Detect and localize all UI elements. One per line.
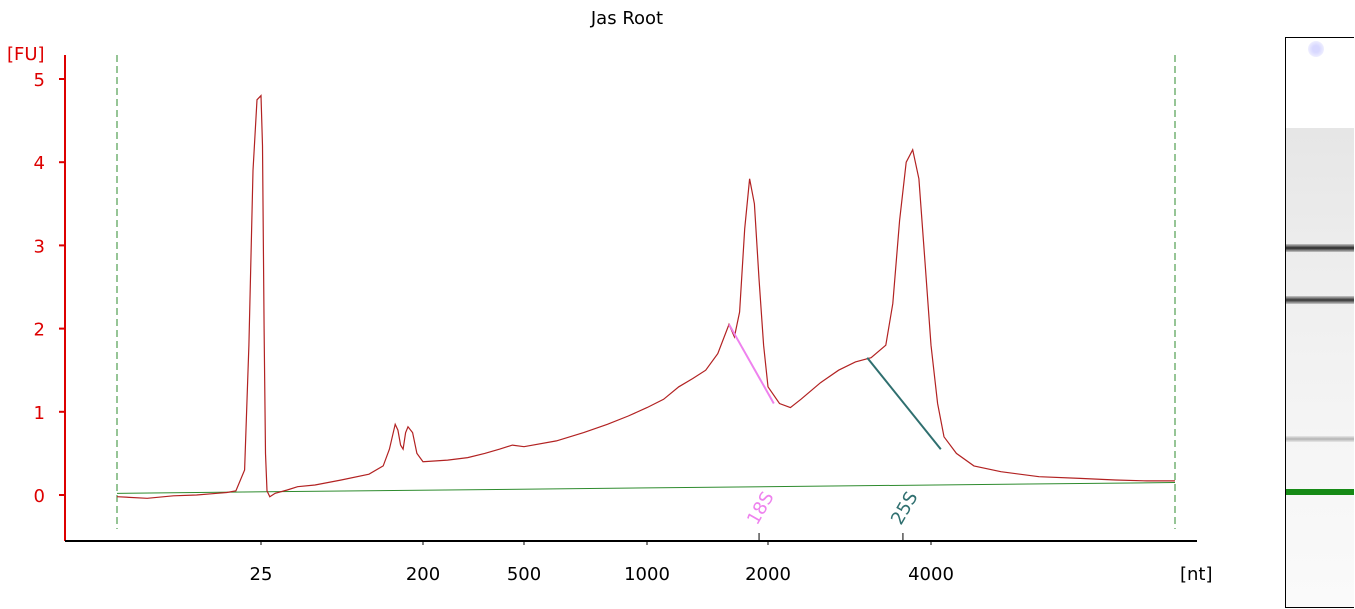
x-tick-label: 200: [406, 564, 440, 585]
x-axis-unit-label: [nt]: [1180, 564, 1213, 585]
y-tick-label: 2: [34, 320, 45, 341]
chart-axes: 0 1 2 3 4 5 25 200 500 1000 2000 4000: [34, 55, 1197, 585]
y-tick-label: 5: [34, 70, 45, 91]
y-tick-label: 1: [34, 403, 45, 424]
gel-lane: [1286, 128, 1354, 607]
x-tick-label: 2000: [745, 564, 791, 585]
gel-band: [1286, 436, 1354, 443]
gel-band: [1286, 489, 1354, 496]
y-tick-label: 0: [34, 486, 45, 507]
y-axis-unit-label: [FU]: [7, 44, 45, 65]
peak-line-25s: [866, 357, 942, 450]
gel-band: [1286, 296, 1354, 305]
y-tick-label: 4: [34, 153, 45, 174]
chart-title: Jas Root: [590, 8, 663, 29]
x-tick-label: 25: [250, 564, 273, 585]
peak-marker-label-18s: 18S: [743, 488, 778, 528]
gel-band: [1286, 243, 1354, 252]
gel-image: [1285, 37, 1354, 608]
peak-line-18s: [728, 323, 775, 404]
baseline-line: [116, 482, 1176, 494]
x-tick-label: 4000: [908, 564, 954, 585]
peak-marker-label-25s: 25S: [887, 488, 922, 528]
x-tick-label: 1000: [624, 564, 670, 585]
electropherogram-chart: Jas Root [FU] [nt] 0 1 2 3 4 5 25 200 500 1000 200…: [7, 8, 1213, 585]
x-tick-label: 500: [507, 564, 541, 585]
gel-marker-dot: [1308, 41, 1324, 57]
y-tick-label: 3: [34, 236, 45, 257]
plot-area: 18S 25S: [116, 55, 1176, 541]
signal-trace: [116, 94, 1175, 499]
